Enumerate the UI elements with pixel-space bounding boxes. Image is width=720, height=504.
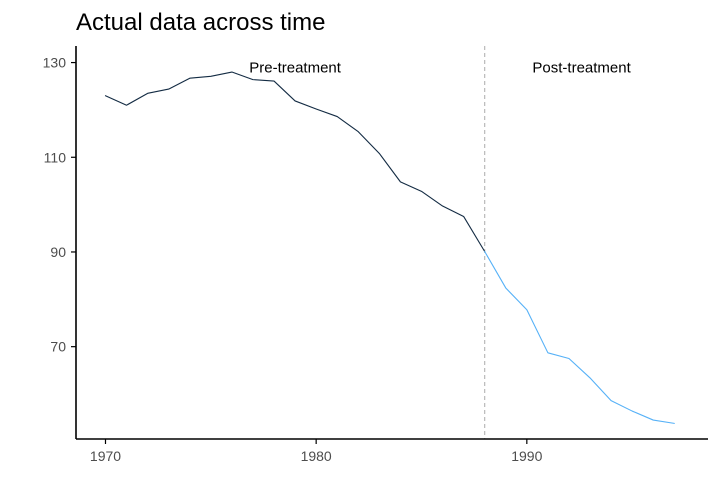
x-tick-label: 1970: [90, 448, 121, 464]
y-tick-label: 90: [50, 244, 66, 260]
pre-treatment-label: Pre-treatment: [249, 59, 342, 76]
y-tick-label: 70: [50, 339, 66, 355]
post-treatment-label: Post-treatment: [532, 59, 631, 76]
pre-treatment-series-line: [104, 71, 486, 253]
plot-area: [104, 46, 675, 439]
annotations: Pre-treatment Post-treatment: [249, 59, 631, 76]
y-tick-label: 110: [44, 149, 67, 165]
y-tick-label: 130: [43, 55, 67, 71]
chart-title: Actual data across time: [76, 9, 325, 36]
post-treatment-series-line: [484, 250, 675, 424]
x-axis-ticks: 1970 1980 1990: [90, 439, 543, 464]
x-tick-label: 1980: [301, 448, 332, 464]
x-tick-label: 1990: [511, 448, 542, 464]
y-axis-ticks: 70 90 110 130: [43, 55, 76, 355]
